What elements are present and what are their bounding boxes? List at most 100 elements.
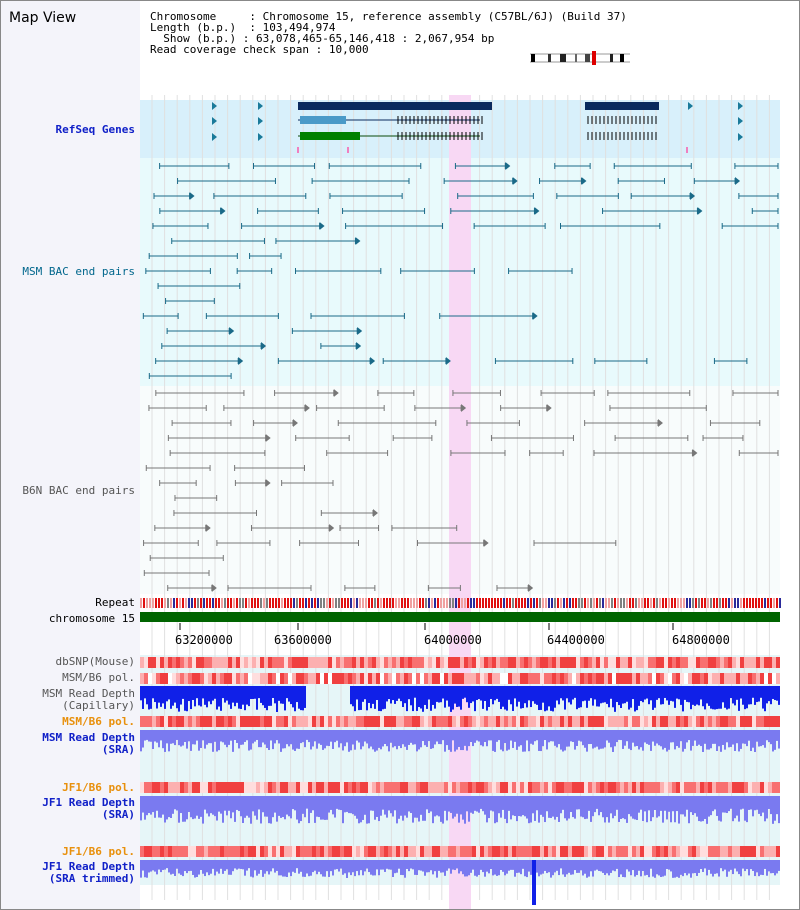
depth-bar (286, 730, 288, 745)
depth-bar (384, 686, 386, 709)
depth-bar (624, 796, 626, 820)
depth-bar (518, 796, 520, 817)
repeat-block (368, 598, 370, 608)
depth-bar (594, 860, 596, 871)
repeat-block (500, 598, 502, 608)
depth-bar (754, 860, 756, 877)
polymorphism-cell (448, 673, 452, 684)
polymorphism-cell (204, 673, 208, 684)
track-label-b6n-bac[interactable]: B6N BAC end pairs (22, 484, 135, 497)
depth-bar (504, 686, 506, 710)
gene-marker (347, 147, 349, 153)
depth-bar (674, 796, 676, 823)
track-label-repeat[interactable]: Repeat (95, 596, 135, 609)
depth-bar (282, 686, 284, 704)
depth-bar (728, 796, 730, 812)
depth-bar (258, 860, 260, 874)
depth-bar (680, 796, 682, 815)
track-label-dbsnp[interactable]: dbSNP(Mouse) (55, 655, 135, 668)
repeat-block (587, 598, 589, 608)
track-label-jf1-depth-sra[interactable]: JF1 Read Depth (SRA) (42, 796, 135, 821)
track-label-msm-depth-capillary[interactable]: MSM Read Depth (Capillary) (42, 687, 135, 712)
polymorphism-cell (148, 716, 152, 727)
track-label-msm-depth-sra[interactable]: MSM Read Depth (SRA) (42, 731, 135, 756)
polymorphism-cell (744, 673, 748, 684)
depth-bar (384, 796, 386, 815)
depth-bar (482, 860, 484, 873)
repeat-block (446, 598, 448, 608)
polymorphism-cell (216, 673, 220, 684)
depth-bar (624, 730, 626, 746)
depth-bar (288, 796, 290, 817)
track-label-jf1-b6-pol-1[interactable]: JF1/B6 pol. (62, 781, 135, 794)
depth-bar (166, 686, 168, 702)
depth-bar (700, 860, 702, 870)
polymorphism-cell (352, 657, 356, 668)
depth-bar (464, 730, 466, 746)
polymorphism-cell (276, 657, 280, 668)
depth-bar (540, 686, 542, 710)
repeat-block (485, 598, 487, 608)
repeat-block (329, 598, 331, 608)
repeat-block (590, 598, 592, 608)
polymorphism-cell (672, 673, 676, 684)
depth-bar (636, 730, 638, 746)
depth-bar (290, 686, 292, 705)
depth-bar (584, 796, 586, 820)
depth-bar (762, 730, 764, 746)
track-label-refseq[interactable]: RefSeq Genes (55, 123, 135, 136)
repeat-block (548, 598, 550, 608)
polymorphism-cell (268, 657, 272, 668)
depth-bar (412, 730, 414, 745)
polymorphism-cell (636, 846, 640, 857)
track-label-msm-bac[interactable]: MSM BAC end pairs (22, 265, 135, 278)
polymorphism-cell (292, 673, 296, 684)
polymorphism-cell (648, 782, 652, 793)
depth-bar (606, 860, 608, 874)
depth-bar (514, 686, 516, 699)
repeat-block (452, 598, 454, 608)
depth-bar (516, 796, 518, 822)
depth-bar (484, 860, 486, 877)
depth-bar (480, 730, 482, 746)
repeat-block (398, 598, 400, 608)
depth-bar (152, 730, 154, 750)
depth-bar (574, 796, 576, 819)
depth-bar (366, 730, 368, 744)
polymorphism-cell (764, 716, 768, 727)
polymorphism-cell (712, 657, 716, 668)
depth-bar (752, 860, 754, 872)
depth-bar (234, 730, 236, 741)
chromosome-value: Chromosome 15, reference assembly (C57BL… (262, 10, 627, 23)
depth-bar (422, 860, 424, 872)
depth-bar (292, 686, 294, 708)
track-label-jf1-b6-pol-2[interactable]: JF1/B6 pol. (62, 845, 135, 858)
depth-bar (342, 796, 344, 824)
axis-tick-label: 64400000 (547, 633, 605, 647)
polymorphism-cell (252, 716, 256, 727)
depth-bar (416, 686, 418, 711)
polymorphism-cell (744, 782, 748, 793)
track-label-msm-b6-pol-1[interactable]: MSM/B6 pol. (62, 671, 135, 684)
polymorphism-cell (640, 716, 644, 727)
polymorphism-cell (760, 782, 764, 793)
depth-bar (498, 796, 500, 814)
repeat-block (530, 598, 532, 608)
ideogram-band (531, 54, 535, 62)
polymorphism-cell (560, 673, 564, 684)
depth-bar (466, 686, 468, 703)
track-label-jf1-depth-trimmed[interactable]: JF1 Read Depth (SRA trimmed) (42, 860, 135, 885)
polymorphism-cell (476, 657, 480, 668)
polymorphism-cell (148, 846, 152, 857)
depth-bar (168, 730, 170, 752)
polymorphism-cell (616, 846, 620, 857)
bac-arrow (581, 177, 587, 185)
polymorphism-cell (696, 716, 700, 727)
repeat-block (242, 598, 244, 608)
track-label-chromosome[interactable]: chromosome 15 (48, 612, 135, 625)
depth-bar (214, 730, 216, 742)
track-label-msm-b6-pol-2[interactable]: MSM/B6 pol. (62, 715, 135, 728)
depth-bar (244, 860, 246, 876)
depth-bar (146, 796, 148, 816)
depth-bar (658, 686, 660, 699)
